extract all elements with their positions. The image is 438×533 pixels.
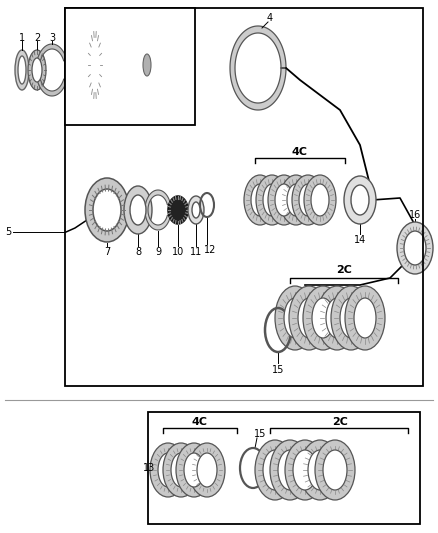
Ellipse shape	[150, 443, 186, 497]
Ellipse shape	[85, 178, 129, 242]
Text: 10: 10	[172, 247, 184, 257]
Ellipse shape	[87, 28, 103, 102]
Text: 15: 15	[272, 365, 284, 375]
Ellipse shape	[15, 50, 29, 90]
Ellipse shape	[93, 189, 121, 231]
Bar	[95, 28, 147, 102]
Ellipse shape	[197, 453, 217, 487]
Text: 1: 1	[19, 33, 25, 43]
Ellipse shape	[293, 450, 317, 490]
Ellipse shape	[312, 298, 334, 338]
Text: 11: 11	[190, 247, 202, 257]
Text: 14: 14	[354, 235, 366, 245]
Ellipse shape	[340, 298, 362, 338]
Text: 2C: 2C	[332, 417, 348, 427]
Ellipse shape	[298, 298, 320, 338]
Ellipse shape	[304, 175, 336, 225]
Ellipse shape	[188, 196, 204, 224]
Ellipse shape	[275, 286, 315, 350]
Ellipse shape	[268, 175, 300, 225]
Polygon shape	[230, 26, 286, 110]
Text: 2C: 2C	[336, 265, 352, 275]
Ellipse shape	[184, 453, 204, 487]
Text: 8: 8	[135, 247, 141, 257]
Ellipse shape	[397, 222, 433, 274]
Bar	[148, 412, 420, 524]
Polygon shape	[36, 44, 67, 96]
Ellipse shape	[285, 440, 325, 500]
Ellipse shape	[256, 175, 288, 225]
Ellipse shape	[32, 58, 42, 82]
Ellipse shape	[163, 443, 199, 497]
Ellipse shape	[275, 184, 293, 216]
Text: 15: 15	[254, 429, 266, 439]
Ellipse shape	[308, 450, 332, 490]
Ellipse shape	[263, 450, 287, 490]
Ellipse shape	[143, 54, 151, 76]
Text: 4C: 4C	[292, 147, 308, 157]
Text: 4C: 4C	[192, 417, 208, 427]
Ellipse shape	[287, 184, 305, 216]
Ellipse shape	[289, 286, 329, 350]
Ellipse shape	[354, 298, 376, 338]
Ellipse shape	[192, 202, 200, 218]
Ellipse shape	[345, 286, 385, 350]
Ellipse shape	[351, 185, 369, 215]
Ellipse shape	[28, 50, 46, 90]
Ellipse shape	[171, 453, 191, 487]
Ellipse shape	[189, 443, 225, 497]
Ellipse shape	[244, 175, 276, 225]
Text: 5: 5	[5, 227, 11, 237]
Ellipse shape	[176, 443, 212, 497]
Ellipse shape	[263, 184, 281, 216]
Text: 16: 16	[409, 210, 421, 220]
Text: 12: 12	[204, 245, 216, 255]
Bar	[65, 8, 423, 386]
Text: 7: 7	[104, 247, 110, 257]
Ellipse shape	[280, 175, 312, 225]
Bar	[65, 8, 195, 125]
Ellipse shape	[124, 186, 152, 234]
Ellipse shape	[18, 56, 26, 84]
Text: 9: 9	[155, 247, 161, 257]
Ellipse shape	[130, 195, 146, 225]
Ellipse shape	[303, 286, 343, 350]
Ellipse shape	[168, 196, 188, 224]
Text: 6: 6	[168, 25, 174, 35]
Ellipse shape	[315, 440, 355, 500]
Ellipse shape	[404, 231, 426, 265]
Text: 13: 13	[143, 463, 155, 473]
Text: 3: 3	[49, 33, 55, 43]
Ellipse shape	[331, 286, 371, 350]
Ellipse shape	[299, 184, 317, 216]
Text: 4: 4	[267, 13, 273, 23]
Ellipse shape	[158, 453, 178, 487]
Ellipse shape	[292, 175, 324, 225]
Ellipse shape	[251, 184, 269, 216]
Ellipse shape	[311, 184, 329, 216]
Ellipse shape	[344, 176, 376, 224]
Ellipse shape	[255, 440, 295, 500]
Ellipse shape	[300, 440, 340, 500]
Ellipse shape	[278, 450, 302, 490]
Ellipse shape	[270, 440, 310, 500]
Polygon shape	[145, 190, 170, 230]
Text: 2: 2	[34, 33, 40, 43]
Ellipse shape	[140, 31, 154, 99]
Ellipse shape	[326, 298, 348, 338]
Ellipse shape	[317, 286, 357, 350]
Ellipse shape	[284, 298, 306, 338]
Ellipse shape	[323, 450, 347, 490]
